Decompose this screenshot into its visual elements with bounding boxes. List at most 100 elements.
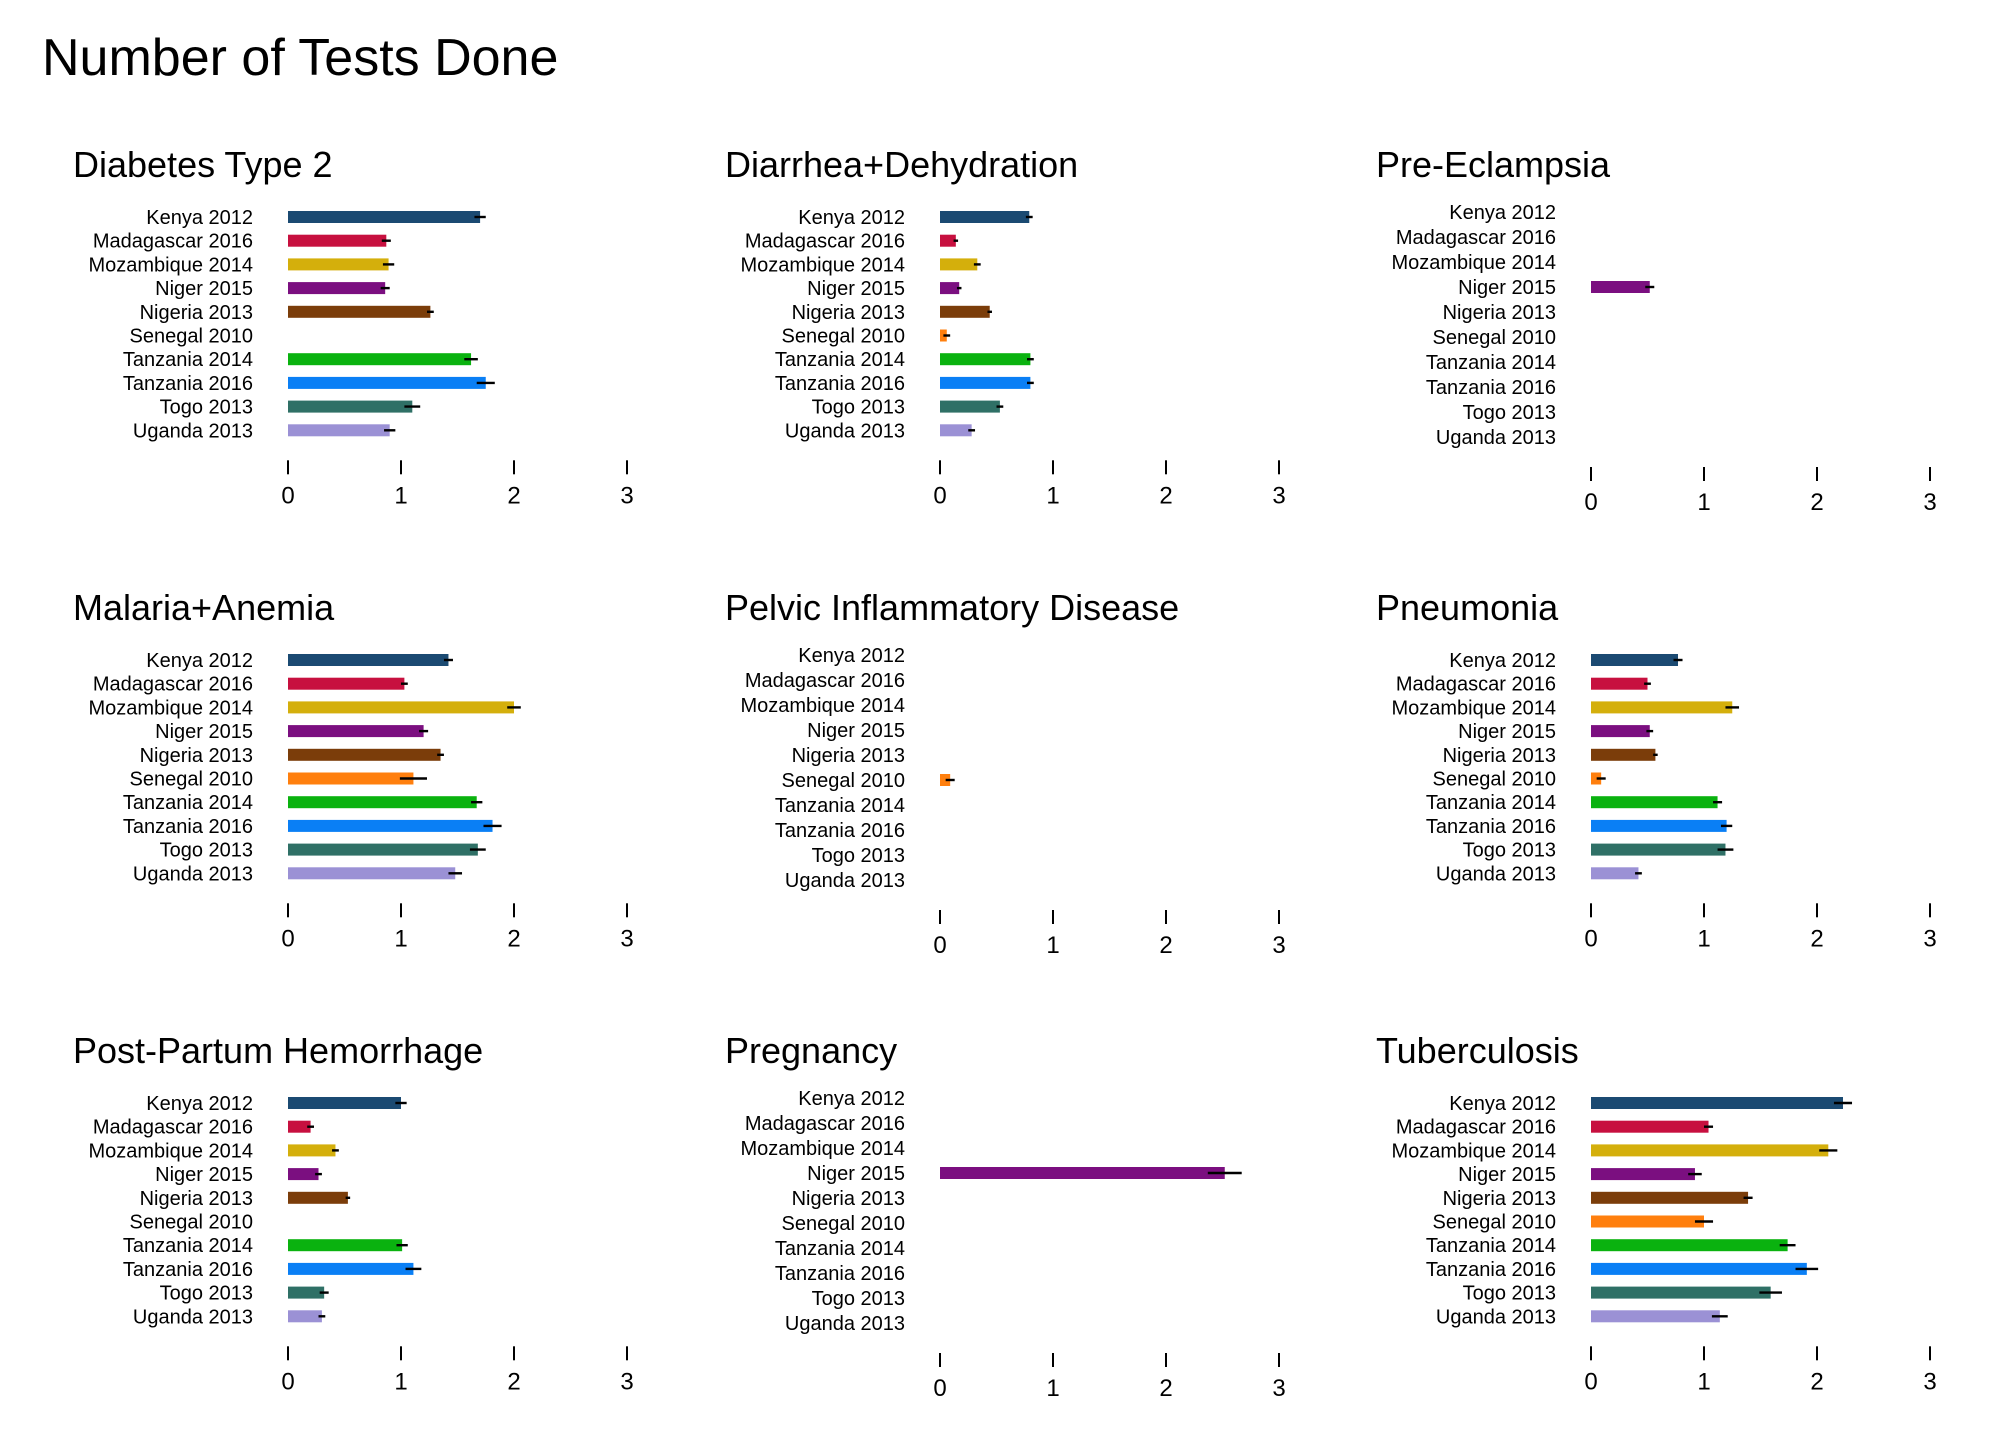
category-label: Niger 2015: [155, 721, 253, 743]
bar-niger-2015: [940, 282, 960, 295]
panel-title-pelvic-inflammatory-disease: Pelvic Inflammatory Disease: [725, 587, 1179, 628]
bar-togo-2013: [1591, 843, 1726, 856]
category-label: Niger 2015: [1458, 1164, 1556, 1186]
x-tick-label: 0: [933, 932, 946, 959]
category-label: Tanzania 2014: [123, 792, 253, 814]
category-label: Togo 2013: [1463, 402, 1556, 424]
category-label: Tanzania 2016: [1426, 1259, 1556, 1281]
x-tick-label: 1: [1697, 925, 1710, 952]
x-tick-label: 1: [394, 482, 407, 509]
bar-nigeria-2013: [940, 305, 990, 318]
x-tick-label: 2: [507, 482, 520, 509]
category-label: Madagascar 2016: [745, 231, 905, 253]
category-label: Tanzania 2014: [775, 1238, 905, 1260]
bar-niger-2015: [288, 725, 424, 738]
panel-pregnancy: Pregnancy Kenya 2012 Madagascar 2016 Mozamb…: [725, 1030, 1286, 1402]
category-label: Mozambique 2014: [740, 254, 905, 276]
x-tick-label: 3: [1923, 489, 1936, 516]
bar-senegal-2010: [288, 772, 414, 785]
x-tick-label: 1: [1697, 1368, 1710, 1395]
category-label: Nigeria 2013: [1443, 745, 1556, 767]
bar-togo-2013: [288, 1286, 325, 1299]
category-label: Togo 2013: [160, 840, 253, 862]
bar-tanzania-2014: [1591, 1239, 1788, 1252]
bar-tanzania-2016: [1591, 819, 1727, 832]
category-label: Togo 2013: [1463, 840, 1556, 862]
category-label: Madagascar 2016: [1396, 674, 1556, 696]
category-label: Tanzania 2016: [123, 373, 253, 395]
category-label: Senegal 2010: [782, 326, 905, 348]
bar-mozambique-2014: [288, 258, 389, 271]
panel-title-diabetes-type-2: Diabetes Type 2: [73, 144, 333, 185]
category-label: Kenya 2012: [1449, 1093, 1556, 1115]
bar-madagascar-2016: [1591, 1120, 1709, 1133]
x-tick-label: 3: [1923, 925, 1936, 952]
bar-madagascar-2016: [940, 234, 956, 247]
x-tick-label: 0: [1584, 925, 1597, 952]
category-label: Nigeria 2013: [140, 1188, 253, 1210]
category-label: Nigeria 2013: [140, 302, 253, 324]
category-label: Uganda 2013: [785, 420, 905, 442]
x-tick-label: 3: [1272, 932, 1285, 959]
category-label: Uganda 2013: [1436, 1306, 1556, 1328]
bar-nigeria-2013: [288, 1191, 348, 1204]
panel-diarrhea-dehydration: Diarrhea+Dehydration Kenya 2012Madagascar…: [725, 144, 1286, 509]
bar-niger-2015: [288, 282, 386, 295]
x-tick-label: 2: [507, 1368, 520, 1395]
bar-niger-2015: [1591, 725, 1650, 738]
category-label: Nigeria 2013: [1443, 302, 1556, 324]
category-label: Togo 2013: [1463, 1283, 1556, 1305]
category-label: Tanzania 2016: [775, 1263, 905, 1285]
bar-tanzania-2016: [288, 819, 493, 832]
category-label: Tanzania 2014: [1426, 352, 1556, 374]
category-label: Mozambique 2014: [1391, 252, 1556, 274]
category-label: Togo 2013: [160, 1283, 253, 1305]
bar-kenya-2012: [940, 211, 1030, 223]
x-tick-label: 3: [620, 925, 633, 952]
category-label: Senegal 2010: [130, 326, 253, 348]
category-label: Kenya 2012: [146, 650, 253, 672]
category-label: Tanzania 2016: [775, 820, 905, 842]
bar-kenya-2012: [288, 211, 481, 223]
x-tick-label: 2: [1159, 1375, 1172, 1402]
bar-madagascar-2016: [288, 1120, 311, 1133]
category-label: Senegal 2010: [1433, 769, 1556, 791]
panel-title-diarrhea-dehydration: Diarrhea+Dehydration: [725, 144, 1078, 185]
category-label: Tanzania 2014: [775, 349, 905, 371]
category-label: Uganda 2013: [785, 870, 905, 892]
x-tick-label: 0: [281, 1368, 294, 1395]
category-label: Kenya 2012: [146, 1093, 253, 1115]
category-label: Kenya 2012: [798, 207, 905, 229]
category-label: Madagascar 2016: [93, 1117, 253, 1139]
bar-madagascar-2016: [288, 234, 387, 247]
category-label: Madagascar 2016: [1396, 227, 1556, 249]
bar-uganda-2013: [940, 424, 972, 437]
panel-title-pregnancy: Pregnancy: [725, 1030, 897, 1071]
panel-title-pre-eclampsia: Pre-Eclampsia: [1376, 144, 1611, 185]
panel-post-partum-hemorrhage: Post-Partum Hemorrhage Kenya 2012Madagasc…: [73, 1030, 634, 1395]
x-tick-label: 3: [620, 482, 633, 509]
category-label: Togo 2013: [812, 845, 905, 867]
x-tick-label: 2: [1810, 1368, 1823, 1395]
category-label: Niger 2015: [155, 278, 253, 300]
category-label: Madagascar 2016: [745, 670, 905, 692]
bar-tanzania-2016: [288, 376, 486, 389]
category-label: Niger 2015: [807, 278, 905, 300]
category-label: Tanzania 2014: [1426, 1235, 1556, 1257]
category-label: Tanzania 2016: [123, 1259, 253, 1281]
category-label: Nigeria 2013: [1443, 1188, 1556, 1210]
bar-kenya-2012: [288, 654, 449, 666]
category-label: Kenya 2012: [146, 207, 253, 229]
category-label: Kenya 2012: [1449, 650, 1556, 672]
bar-nigeria-2013: [288, 305, 431, 318]
category-label: Senegal 2010: [782, 770, 905, 792]
category-label: Togo 2013: [812, 1288, 905, 1310]
bar-kenya-2012: [1591, 654, 1679, 666]
x-tick-label: 1: [394, 925, 407, 952]
category-label: Madagascar 2016: [93, 231, 253, 253]
bar-mozambique-2014: [288, 701, 514, 714]
